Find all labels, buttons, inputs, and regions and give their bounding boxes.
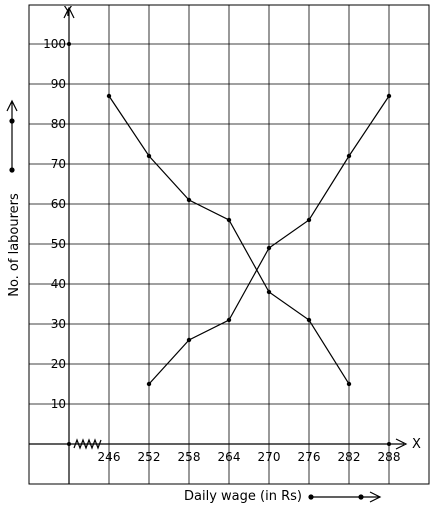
x-tick-label: 270 — [258, 450, 281, 464]
y-tick-label: 100 — [43, 37, 66, 51]
x-axis-title: Daily wage (in Rs) — [184, 489, 302, 504]
axes — [29, 6, 408, 484]
x-tick-label: 258 — [178, 450, 201, 464]
series-1-point — [226, 217, 232, 223]
x-axis-arrowhead — [395, 438, 408, 450]
series-1-point — [186, 197, 192, 203]
x-axis-arrow-decoration — [308, 491, 382, 503]
series-1-point — [266, 289, 272, 295]
x-tick-label: 264 — [218, 450, 241, 464]
y-axis-symbol: Y — [63, 5, 72, 20]
y-axis-title: No. of labourers — [7, 193, 22, 297]
series-2-point — [346, 153, 352, 159]
x-axis-end-point — [387, 442, 391, 446]
series-1-point — [106, 93, 112, 99]
x-tick-label: 252 — [138, 450, 161, 464]
x-tick-labels: 246 252 258 264 270 276 282 288 — [98, 450, 401, 464]
x-tick-label: 282 — [338, 450, 361, 464]
series-2-point — [386, 93, 392, 99]
series-1-point — [146, 153, 152, 159]
series-2-point — [186, 337, 192, 343]
series-1-point — [306, 317, 312, 323]
y-axis-arrow-decoration — [6, 99, 18, 173]
series-2-point — [306, 217, 312, 223]
origin-point — [67, 442, 71, 446]
y-axis-arrowhead — [63, 6, 75, 19]
series-2-point — [226, 317, 232, 323]
series-1-point — [346, 381, 352, 387]
x-tick-label: 288 — [378, 450, 401, 464]
x-axis-symbol: X — [412, 437, 421, 452]
y-axis-end-point — [67, 42, 71, 46]
series-group — [106, 93, 392, 387]
grid — [28, 4, 430, 485]
x-tick-label: 276 — [298, 450, 321, 464]
x-tick-label: 246 — [98, 450, 121, 464]
series-2-point — [146, 381, 152, 387]
series-2-point — [266, 245, 272, 251]
x-axis-break-zigzag — [73, 438, 102, 450]
